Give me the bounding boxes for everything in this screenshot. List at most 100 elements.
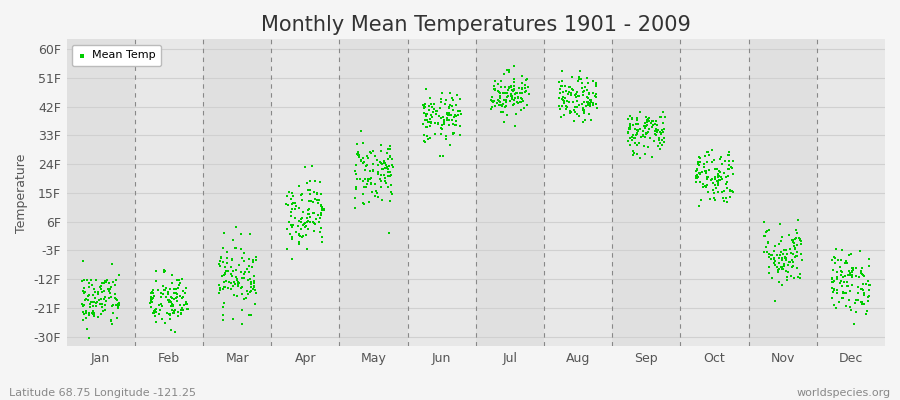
Mean Temp bbox=[649, 126, 663, 133]
Bar bbox=[339, 39, 408, 346]
Mean Temp bbox=[556, 94, 571, 101]
Mean Temp bbox=[439, 117, 454, 123]
Mean Temp bbox=[160, 289, 175, 295]
Mean Temp bbox=[102, 288, 116, 294]
Mean Temp bbox=[98, 294, 112, 300]
Mean Temp bbox=[350, 176, 365, 182]
Mean Temp bbox=[158, 268, 172, 274]
Mean Temp bbox=[361, 155, 375, 161]
Mean Temp bbox=[180, 306, 194, 312]
Mean Temp bbox=[499, 98, 513, 104]
Mean Temp bbox=[825, 294, 840, 301]
Mean Temp bbox=[361, 176, 375, 182]
Text: worldspecies.org: worldspecies.org bbox=[796, 388, 891, 398]
Mean Temp bbox=[830, 290, 844, 296]
Mean Temp bbox=[845, 268, 859, 274]
Mean Temp bbox=[575, 101, 590, 108]
Mean Temp bbox=[699, 170, 714, 176]
Mean Temp bbox=[553, 103, 567, 109]
Mean Temp bbox=[653, 130, 668, 136]
Mean Temp bbox=[417, 132, 431, 138]
Mean Temp bbox=[109, 277, 123, 283]
Mean Temp bbox=[420, 124, 435, 130]
Mean Temp bbox=[850, 296, 865, 303]
Mean Temp bbox=[433, 105, 447, 111]
Mean Temp bbox=[844, 282, 859, 288]
Mean Temp bbox=[759, 244, 773, 250]
Mean Temp bbox=[313, 210, 328, 216]
Mean Temp bbox=[559, 106, 573, 112]
Mean Temp bbox=[356, 160, 371, 166]
Mean Temp bbox=[790, 265, 805, 272]
Mean Temp bbox=[440, 110, 454, 117]
Mean Temp bbox=[176, 288, 190, 294]
Mean Temp bbox=[284, 230, 298, 237]
Mean Temp bbox=[689, 172, 704, 178]
Mean Temp bbox=[417, 110, 431, 116]
Mean Temp bbox=[104, 286, 118, 293]
Mean Temp bbox=[216, 304, 230, 310]
Mean Temp bbox=[453, 96, 467, 102]
Mean Temp bbox=[712, 177, 726, 183]
Mean Temp bbox=[688, 179, 703, 185]
Mean Temp bbox=[699, 175, 714, 182]
Mean Temp bbox=[446, 130, 461, 136]
Mean Temp bbox=[853, 248, 868, 254]
Mean Temp bbox=[707, 174, 722, 180]
Mean Temp bbox=[492, 101, 507, 108]
Mean Temp bbox=[557, 112, 572, 118]
Mean Temp bbox=[238, 294, 253, 301]
Mean Temp bbox=[370, 190, 384, 196]
Mean Temp bbox=[284, 206, 299, 212]
Mean Temp bbox=[564, 92, 579, 98]
Mean Temp bbox=[292, 218, 307, 224]
Mean Temp bbox=[699, 149, 714, 156]
Mean Temp bbox=[78, 296, 93, 302]
Mean Temp bbox=[230, 276, 244, 282]
Mean Temp bbox=[94, 286, 108, 292]
Mean Temp bbox=[703, 196, 717, 202]
Mean Temp bbox=[221, 278, 236, 285]
Mean Temp bbox=[785, 264, 799, 270]
Mean Temp bbox=[855, 271, 869, 277]
Mean Temp bbox=[246, 286, 260, 292]
Mean Temp bbox=[303, 190, 318, 197]
Mean Temp bbox=[232, 280, 247, 286]
Mean Temp bbox=[76, 317, 90, 324]
Mean Temp bbox=[783, 259, 797, 266]
Mean Temp bbox=[167, 286, 182, 292]
Mean Temp bbox=[417, 103, 431, 109]
Mean Temp bbox=[80, 277, 94, 284]
Mean Temp bbox=[448, 122, 463, 129]
Mean Temp bbox=[699, 182, 714, 188]
Mean Temp bbox=[358, 163, 373, 169]
Mean Temp bbox=[711, 180, 725, 186]
Mean Temp bbox=[356, 184, 371, 190]
Mean Temp bbox=[229, 224, 243, 230]
Mean Temp bbox=[830, 290, 844, 296]
Mean Temp bbox=[235, 321, 249, 328]
Mean Temp bbox=[623, 113, 637, 119]
Mean Temp bbox=[166, 303, 180, 309]
Mean Temp bbox=[834, 283, 849, 290]
Mean Temp bbox=[707, 195, 722, 201]
Mean Temp bbox=[86, 308, 101, 314]
Mean Temp bbox=[788, 227, 803, 233]
Mean Temp bbox=[836, 290, 850, 296]
Mean Temp bbox=[718, 158, 733, 164]
Mean Temp bbox=[503, 83, 517, 89]
Mean Temp bbox=[830, 274, 844, 280]
Mean Temp bbox=[783, 246, 797, 252]
Mean Temp bbox=[502, 84, 517, 90]
Mean Temp bbox=[559, 88, 573, 94]
Y-axis label: Temperature: Temperature bbox=[15, 153, 28, 232]
Mean Temp bbox=[163, 297, 177, 304]
Mean Temp bbox=[228, 244, 242, 251]
Mean Temp bbox=[704, 176, 718, 183]
Mean Temp bbox=[836, 274, 850, 280]
Mean Temp bbox=[220, 248, 234, 255]
Mean Temp bbox=[284, 234, 299, 240]
Mean Temp bbox=[378, 178, 392, 184]
Mean Temp bbox=[235, 284, 249, 290]
Mean Temp bbox=[637, 125, 652, 131]
